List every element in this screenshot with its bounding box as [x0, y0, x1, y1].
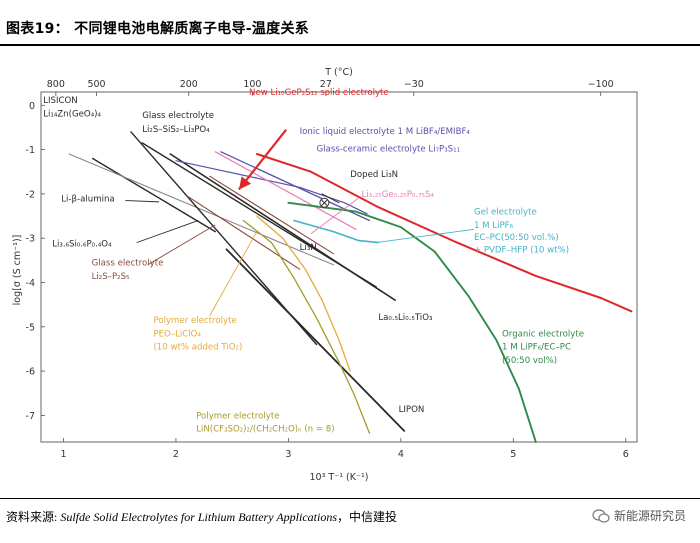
series-line-s7	[209, 175, 334, 255]
brand-name: 新能源研究员	[613, 509, 686, 523]
series-line-s17	[287, 201, 537, 443]
series-label-L14c: (10 wt% added TiO₂)	[153, 343, 242, 353]
series-label-L15a: Organic electrolyte	[502, 329, 584, 339]
series-label-L10a: Gel electrolyte	[474, 208, 537, 218]
highlight-arrow-shaft	[238, 128, 288, 191]
series-line-s9	[256, 215, 351, 372]
series-line-s5	[169, 153, 396, 301]
series-line-s14	[321, 193, 340, 204]
series-label-L15c: (50:50 vol%)	[502, 356, 557, 366]
series-label-L6: Ionic liquid electrolyte 1 M LiBF₄/EMIBF…	[300, 127, 471, 137]
series-label-L11b: Li₂S–P₂S₅	[92, 272, 130, 282]
leader-line-3	[209, 231, 258, 316]
source-title: Sulfde Solid Electrolytes for Lithium Ba…	[60, 510, 337, 524]
series-line-s1	[92, 157, 216, 233]
highlight-arrow-head	[238, 176, 252, 190]
series-label-L3: Li₃.₆Si₀.₆P₀.₄O₄	[52, 240, 112, 250]
series-label-L7: Glass-ceramic electrolyte Li₇P₃S₁₁	[317, 144, 461, 154]
series-label-L4b: Li₂S–SiS₂–Li₃PO₄	[142, 125, 210, 135]
series-line-s10	[242, 219, 371, 434]
plot-frame	[40, 91, 638, 443]
series-line-s12	[175, 160, 368, 215]
series-label-L10c: EC–PC(50:50 vol.%)	[474, 233, 559, 243]
leader-line-5	[310, 197, 359, 235]
series-label-L13: La₀.₅Li₀.₅TiO₃	[378, 313, 433, 323]
series-label-L1a: LISICON	[43, 96, 78, 106]
top-tick-label: −30	[404, 79, 424, 90]
series-line-s15	[293, 219, 380, 244]
x-tick-label: 3	[285, 449, 291, 460]
source-suffix: ，中信建投	[336, 510, 397, 524]
leader-line-0	[125, 200, 160, 203]
x-axis-label: 10³ T⁻¹ (K⁻¹)	[309, 472, 368, 483]
series-label-L1b: Li₁₄Zn(GeO₄)₄	[43, 109, 101, 119]
series-line-s13	[214, 151, 357, 230]
top-axis-label: T (°C)	[324, 67, 353, 78]
title-rule	[0, 44, 700, 46]
series-line-s6	[186, 195, 301, 270]
series-label-L8: Doped Li₃N	[350, 170, 398, 180]
y-tick-label: -1	[26, 145, 35, 156]
series-label-L12: Li₃N	[300, 243, 317, 253]
source-prefix: 资料来源:	[6, 510, 61, 524]
x-tick-label: 6	[623, 449, 629, 460]
x-tick-label: 1	[60, 449, 66, 460]
series-label-L16: LIPON	[399, 405, 425, 415]
top-tick-label: 27	[320, 79, 332, 90]
top-tick-label: 200	[180, 79, 198, 90]
leader-line-4	[376, 228, 475, 244]
series-label-L10b: 1 M LiPF₆	[474, 221, 514, 231]
series-label-L14a: Polymer electrolyte	[153, 316, 236, 326]
y-tick-label: -5	[26, 322, 35, 333]
series-label-L11a: Glass electrolyte	[92, 259, 164, 269]
series-label-L5: New Li₁₀GeP₂S₁₂ solid electrolyte	[249, 88, 389, 98]
top-tick-label: −100	[588, 79, 614, 90]
x-tick-label: 2	[173, 449, 179, 460]
x-tick-label: 5	[510, 449, 516, 460]
y-tick-label: -7	[26, 411, 35, 422]
series-label-L15b: 1 M LiPF₆/EC–PC	[502, 343, 571, 353]
leader-line-1	[136, 220, 199, 244]
top-tick-label: 100	[243, 79, 261, 90]
series-label-L10d: + PVDF–HFP (10 wt%)	[474, 245, 569, 255]
y-tick-label: -4	[26, 278, 35, 289]
series-label-L14b: PEO–LiClO₄	[153, 329, 201, 339]
top-tick-label: 500	[87, 79, 105, 90]
series-label-L2: Li-β-alumina	[61, 194, 114, 204]
y-tick-label: 0	[29, 101, 35, 112]
series-label-L4a: Glass electrolyte	[142, 111, 214, 121]
series-line-s16	[255, 153, 633, 313]
leader-line-2	[147, 224, 216, 266]
y-tick-label: -3	[26, 234, 35, 245]
series-line-s8	[225, 248, 406, 432]
brand: 新能源研究员	[592, 507, 686, 524]
footer-rule	[0, 498, 700, 499]
series-label-L9: Li₃.₂₅Ge₀.₂₅P₀.₇₅S₄	[361, 190, 434, 200]
y-tick-label: -2	[26, 189, 35, 200]
doped-li3n-marker-cross	[321, 199, 328, 207]
y-tick-label: -6	[26, 367, 35, 378]
figure-title: 图表19： 不同锂电池电解质离子电导-温度关系	[6, 21, 310, 37]
series-label-L17a: Polymer electrolyte	[196, 411, 279, 421]
wechat-icon	[592, 508, 610, 523]
y-axis-label: log[σ (S cm⁻¹)]	[12, 235, 23, 306]
x-tick-label: 4	[398, 449, 404, 460]
series-label-L17b: LiN(CF₃SO₂)₂/(CH₂CH₂O)ₙ (n = 8)	[196, 425, 334, 435]
source-note: 资料来源: Sulfde Solid Electrolytes for Lith…	[6, 508, 397, 525]
top-tick-label: 800	[47, 79, 65, 90]
